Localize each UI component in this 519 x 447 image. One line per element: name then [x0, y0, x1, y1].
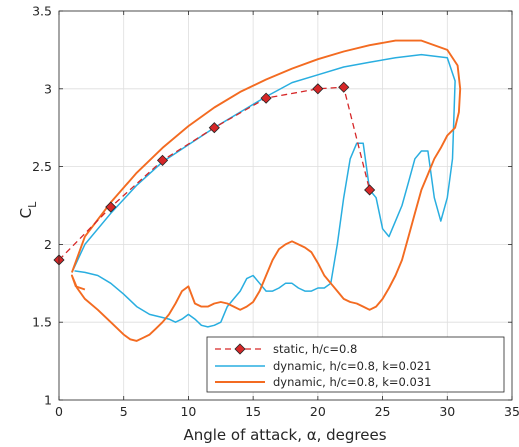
y-axis-label: C: [17, 208, 35, 218]
x-tick-label: 10: [180, 404, 196, 419]
x-tick-label: 0: [55, 404, 63, 419]
axes-box: [58, 10, 513, 401]
x-axis-label: Angle of attack, α, degrees: [183, 426, 386, 444]
legend: static, h/c=0.8 dynamic, h/c=0.8, k=0.02…: [206, 336, 505, 393]
y-axis-label-subscript: L: [26, 201, 39, 208]
series-line-1: [71, 53, 456, 328]
y-tick-label: 2: [44, 237, 52, 252]
y-tick-label: 2.5: [32, 159, 52, 174]
x-tick-label: 25: [375, 404, 391, 419]
static-data-point: [156, 154, 169, 166]
static-data-point: [105, 201, 117, 213]
static-data-point: [338, 81, 350, 93]
static-data-point: [364, 184, 376, 196]
static-data-point: [312, 83, 324, 95]
x-tick-label: 30: [439, 404, 455, 419]
x-tick-label: 35: [504, 404, 519, 419]
y-tick-label: 3: [44, 81, 52, 96]
legend-label-dynamic-k021: dynamic, h/c=0.8, k=0.021: [273, 359, 431, 373]
legend-label-static: static, h/c=0.8: [273, 342, 357, 356]
y-tick-label: 3.5: [32, 4, 52, 19]
series-line-0: [58, 86, 371, 261]
x-tick-label: 5: [120, 404, 128, 419]
y-axis-label-group: CL: [17, 201, 39, 218]
svg-text:CL: CL: [17, 201, 39, 218]
x-tick-label: 15: [245, 404, 261, 419]
static-data-point: [260, 92, 272, 104]
y-tick-label: 1: [44, 393, 52, 408]
series-line-2: [70, 39, 462, 342]
legend-marker-static: [234, 343, 246, 355]
y-tick-label: 1.5: [32, 315, 52, 330]
legend-label-dynamic-k031: dynamic, h/c=0.8, k=0.031: [273, 375, 431, 389]
x-tick-label: 20: [310, 404, 326, 419]
plot-area: [53, 39, 462, 342]
static-data-point: [208, 122, 220, 134]
ticks: 0 5 10 15 20 25 30 35 1 1.5 2 2.5 3 3.5: [32, 4, 519, 420]
